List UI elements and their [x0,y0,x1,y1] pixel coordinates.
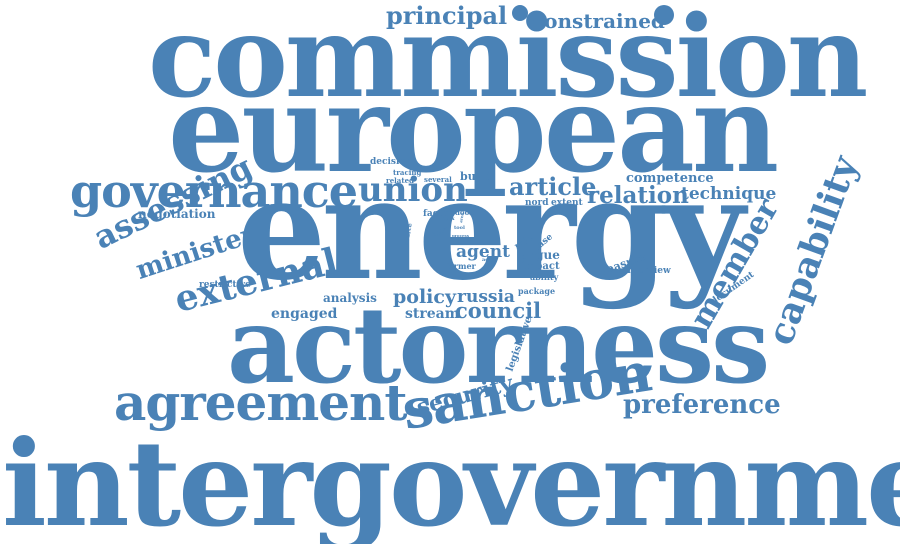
word-ability: ability [530,272,559,282]
word-technique: technique [681,184,777,204]
word-relation: relation [587,182,689,209]
word-russia: russia [457,287,515,307]
word-interview: interview [624,266,671,276]
word-preference: preference [623,390,781,420]
word-extent: extent [551,198,583,208]
word-process: process [452,233,470,238]
word-policy: policy [393,286,457,308]
word-analysis: analysis [323,291,377,305]
word-factor: factor [423,209,454,219]
word-stream: stream [405,306,460,322]
word-related: related [386,176,414,185]
word-capability: capability [759,150,867,351]
dot-decoration [654,5,674,25]
word-european: european [168,59,779,200]
word-negotiation: negotiation [138,207,216,221]
word-actor: actor [482,257,497,263]
word-principal: principal [386,1,508,30]
word-package: package [518,286,556,296]
word-decision: decision [370,157,412,167]
word-impact: impact [521,261,560,272]
word-several: several [424,175,452,184]
word-agreement: agreement [114,373,407,432]
word-argue: argue [521,248,560,262]
word-restrictive: restrictive [199,280,251,290]
word-former: former [445,261,476,271]
word-engaged: engaged [271,306,338,322]
word-council: council [455,298,542,323]
word-ipex: ipex [443,216,455,222]
word-tracing: tracing [393,168,422,177]
word-energy: energy [237,148,745,312]
word-constrained: constrained [532,9,665,33]
word-governance: governance [70,164,358,218]
word-door: door [455,208,473,217]
word-article: article [509,172,597,201]
word-competence: competence [626,171,714,186]
word-intergovernmental: intergovernmental [2,414,900,544]
word-agent: agent [456,242,510,262]
dot-decoration [512,5,528,21]
word-union: union [358,170,468,210]
word-actorness: actorness [227,283,770,407]
word-nord: nord [525,198,549,208]
word-commission: commission [148,0,868,123]
word-build: build [460,170,492,183]
word-tool: tool [454,225,465,231]
